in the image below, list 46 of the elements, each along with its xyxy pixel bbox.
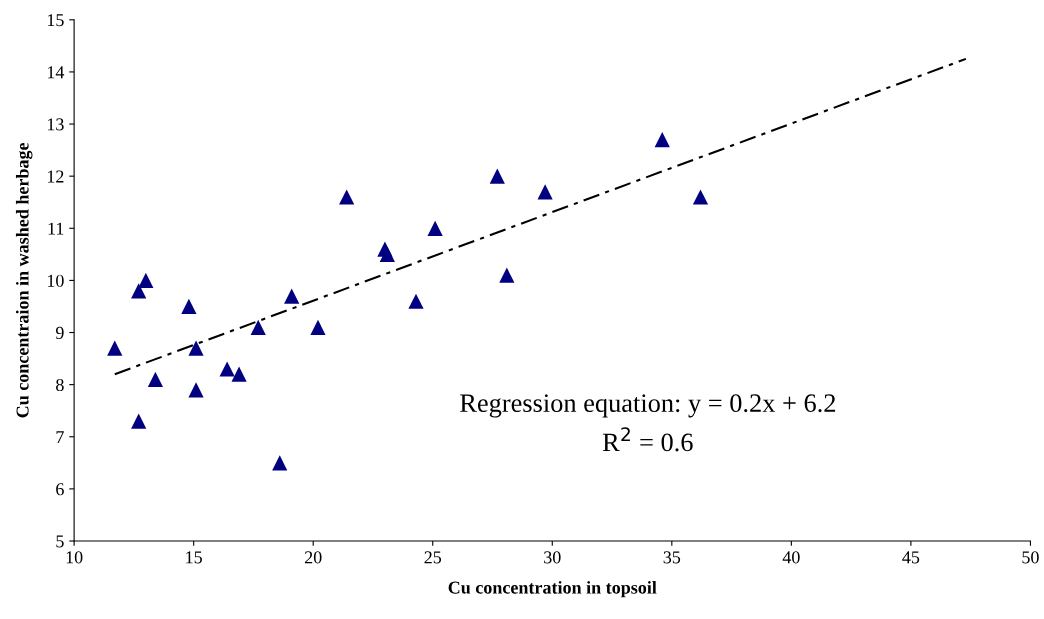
y-tick-label: 14 [47,66,65,79]
point [138,272,154,289]
point [339,189,355,205]
x-axis-title: Cu concentration in topsoil [448,580,657,598]
y-tick-label: 6 [56,483,64,496]
point [188,340,204,356]
point [250,319,266,335]
point [181,298,197,315]
y-tick-label: 9 [55,326,64,339]
point [654,132,670,148]
y-tick-label: 5 [56,535,64,548]
point [284,288,300,304]
annotation: Regression equation: y = 0.2x + 6.2 [460,394,836,418]
point [107,340,123,356]
point [310,319,326,335]
x-tick-label: 20 [304,551,322,564]
y-tick-label: 10 [47,274,64,287]
point [692,189,709,205]
x-tick-label: 25 [424,551,442,564]
point [408,293,424,309]
x-tick-label: 50 [1022,551,1039,564]
point [219,361,235,377]
point [147,371,164,388]
point [489,168,505,184]
point [379,246,395,262]
x-tick-label: 30 [544,551,561,564]
x-tick-label: 15 [186,551,202,564]
x-tick-label: 40 [782,551,800,564]
y-axis-title: Cu concentraion in washed herbage [15,142,33,418]
y-tick-label: 11 [48,222,64,235]
point [231,366,247,382]
point [537,184,553,200]
point [272,455,288,471]
x-tick-label: 45 [902,551,920,564]
point [131,413,147,429]
y-tick-label: 13 [47,118,64,131]
x-tick-label: 35 [663,551,681,564]
point [427,220,443,236]
y-tick-label: 12 [47,170,64,183]
point [188,382,204,398]
y-tick-label: 7 [56,431,64,444]
y-tick-label: 15 [47,14,64,27]
annotation: R$^{2}$ = 0.6 [602,427,693,452]
x-tick-label: 10 [66,551,83,564]
y-tick-label: 8 [56,378,64,392]
point [499,267,515,283]
